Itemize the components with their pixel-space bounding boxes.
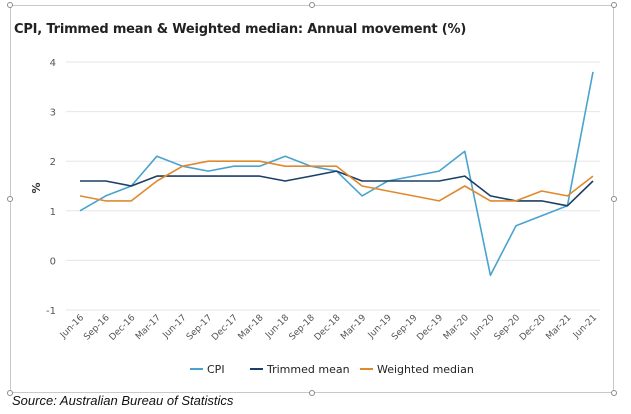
resize-handle-left[interactable] <box>7 196 13 202</box>
y-tick-label: 1 <box>50 207 56 218</box>
gridlines <box>66 61 600 311</box>
x-tick-label: Sep-20 <box>493 313 523 343</box>
x-tick-label: Sep-18 <box>288 313 318 343</box>
x-tick-label: Dec-19 <box>415 313 445 343</box>
resize-handle-right[interactable] <box>611 196 617 202</box>
resize-handle-top[interactable] <box>309 2 315 8</box>
x-tick-label: Mar-20 <box>442 313 471 342</box>
legend-item-label[interactable]: CPI <box>207 363 225 376</box>
resize-handle-bottom-right[interactable] <box>611 390 617 396</box>
resize-handle-bottom-left[interactable] <box>7 390 13 396</box>
x-tick-label: Mar-17 <box>134 313 163 342</box>
x-tick-label: Sep-19 <box>390 313 420 343</box>
x-tick-label: Dec-17 <box>210 313 240 343</box>
series-line <box>79 71 594 277</box>
chart-title: CPI, Trimmed mean & Weighted median: Ann… <box>14 22 467 37</box>
chart-frame <box>10 5 614 393</box>
resize-handle-top-right[interactable] <box>611 2 617 8</box>
x-tick-label: Mar-18 <box>237 313 266 342</box>
y-tick-label: -1 <box>46 306 56 317</box>
legend[interactable]: CPI Trimmed mean Weighted median <box>190 363 474 376</box>
y-axis-ticks: -1 0 1 2 3 4 <box>46 58 56 317</box>
x-tick-label: Sep-16 <box>82 313 112 343</box>
x-tick-label: Jun-20 <box>468 313 496 341</box>
x-tick-label: Jun-19 <box>366 313 394 341</box>
resize-handle-bottom[interactable] <box>309 390 315 396</box>
resize-handle-top-left[interactable] <box>7 2 13 8</box>
x-axis-ticks: Jun-16Sep-16Dec-16Mar-17Jun-17Sep-17Dec-… <box>58 313 599 343</box>
x-tick-label: Jun-21 <box>571 313 599 341</box>
x-tick-label: Sep-17 <box>185 313 214 342</box>
series-line <box>79 160 594 202</box>
y-tick-label: 2 <box>50 157 56 168</box>
x-tick-label: Mar-19 <box>339 313 368 342</box>
x-tick-label: Jun-17 <box>161 313 189 341</box>
legend-item-label[interactable]: Weighted median <box>377 363 474 376</box>
x-tick-label: Dec-18 <box>313 313 343 343</box>
x-tick-label: Mar-21 <box>544 313 573 342</box>
y-axis-label: % <box>30 182 43 193</box>
x-tick-label: Dec-20 <box>518 313 548 343</box>
x-tick-label: Jun-18 <box>263 313 291 341</box>
x-tick-label: Dec-16 <box>108 313 138 343</box>
y-tick-label: 0 <box>50 256 56 267</box>
y-tick-label: 3 <box>50 108 56 119</box>
legend-item-label[interactable]: Trimmed mean <box>266 363 350 376</box>
series-lines <box>79 71 594 277</box>
x-tick-label: Jun-16 <box>58 313 86 341</box>
source-note: Source: Australian Bureau of Statistics <box>12 393 234 408</box>
y-tick-label: 4 <box>50 58 56 69</box>
